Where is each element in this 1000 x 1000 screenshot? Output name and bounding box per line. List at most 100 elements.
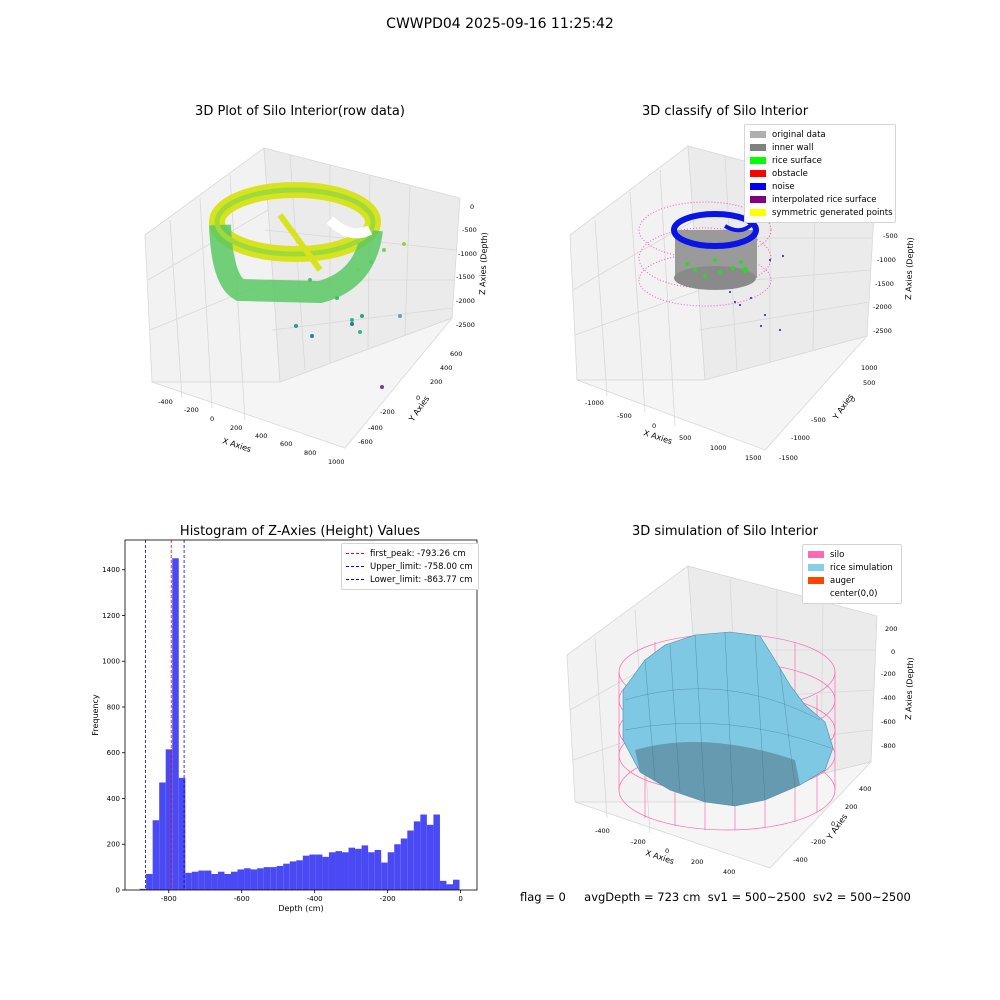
histogram-bar [165, 749, 173, 890]
tick-label: -200 [380, 408, 395, 416]
histogram-bar [407, 830, 414, 890]
tick-label: 400 [859, 785, 871, 793]
tick-label: 1000 [328, 458, 345, 466]
tick-label: -200 [811, 838, 826, 846]
legend-label: Upper_limit: -758.00 cm [370, 561, 473, 572]
tick-label: 0 [851, 396, 855, 404]
legend-label: inner wall [772, 142, 814, 153]
histogram-bar [263, 867, 271, 890]
panel1-x-ticks: -400 -200 0 200 400 600 800 1000 [158, 398, 345, 466]
tick-label: 600 [280, 440, 292, 448]
tick-label: -1500 [456, 273, 475, 281]
legend-swatch [808, 551, 824, 558]
tick-label: -500 [811, 416, 826, 424]
tick-label: 400 [255, 432, 267, 440]
panel4-x-label: X Axies [644, 848, 675, 866]
histogram-bar [296, 860, 303, 890]
tick-label: -500 [617, 412, 632, 420]
y-tick-label: 200 [107, 841, 120, 849]
tick-label: -200 [184, 406, 199, 414]
flag-value: flag = 0 [520, 890, 566, 904]
panel2-y-ticks: -1500 -1000 -500 0 500 1000 [779, 364, 878, 462]
histogram-bar [152, 820, 160, 890]
legend-label: center(0,0) [830, 588, 878, 599]
legend-swatch [750, 131, 766, 138]
tick-label: 1000 [710, 444, 727, 452]
legend-item: symmetric generated points [750, 206, 893, 219]
panel2-x-label: X Axies [642, 428, 673, 446]
histogram-bar [237, 869, 245, 890]
histogram-bar [420, 814, 427, 890]
histogram-bar [355, 848, 362, 890]
panel4-3d-plot[interactable]: -400 -200 0 200 400 X Axies -400 -200 0 … [555, 550, 925, 880]
tick-label: 600 [450, 350, 462, 358]
tick-label: -1000 [458, 250, 477, 258]
x-tick-label: 0 [458, 895, 462, 903]
legend-item: center(0,0) [808, 587, 896, 600]
panel2-z-label: Z Axies (Depth) [904, 237, 915, 300]
panel3-histogram[interactable]: -800 -600 -400 -200 0 0 200 400 600 800 1000 1200 1… [80, 538, 490, 918]
tick-label: -400 [368, 424, 383, 432]
histogram-bar [224, 873, 232, 890]
x-tick-label: -800 [161, 895, 177, 903]
x-tick-label: -200 [380, 895, 396, 903]
legend-label: rice surface [772, 155, 822, 166]
panel2-3d-plot[interactable]: -1000 -500 0 500 1000 1500 X Axies -1500… [555, 130, 920, 470]
panel4-z-ticks: 200 0 -200 -400 -600 -800 [881, 625, 897, 750]
panel3-title: Histogram of Z-Axies (Height) Values [179, 524, 421, 539]
panel1-3d-plot[interactable]: -400 -200 0 200 400 600 800 1000 X Axies… [130, 130, 490, 470]
panel3-x-ticks: -800 -600 -400 -200 0 [161, 890, 463, 903]
tick-label: -400 [881, 694, 896, 702]
tick-label: 400 [723, 868, 735, 876]
histogram-bar [315, 854, 323, 890]
histogram-bar [283, 863, 290, 890]
panel1-title: 3D Plot of Silo Interior(row data) [195, 104, 405, 119]
panel4-x-ticks: -400 -200 0 200 400 [595, 827, 735, 876]
tick-label: 500 [679, 434, 691, 442]
histogram-bar [191, 871, 199, 890]
tick-label: -1500 [779, 454, 798, 462]
histogram-bar [211, 873, 218, 890]
tick-label: -1000 [791, 434, 810, 442]
tick-label: 200 [691, 858, 703, 866]
panel4-y-ticks: -400 -200 0 200 400 [793, 785, 871, 864]
tick-label: -2500 [873, 327, 892, 335]
histogram-bar [270, 867, 277, 890]
histogram-bar [178, 777, 186, 890]
panel1-ring-points [209, 182, 383, 304]
histogram-bar [446, 884, 453, 890]
tick-label: -1500 [875, 280, 894, 288]
panel4-legend: silo rice simulation auger center(0,0) [802, 544, 902, 604]
legend-item: first_peak: -793.26 cm [346, 547, 474, 560]
legend-swatch [750, 144, 766, 151]
y-tick-label: 0 [116, 887, 120, 895]
histogram-bar [413, 821, 421, 890]
histogram-bar [439, 880, 447, 890]
panel4-rice-surface [622, 631, 834, 807]
sv1-value: sv1 = 500~2500 [707, 890, 806, 904]
histogram-bar [204, 870, 212, 890]
tick-label: 200 [430, 378, 442, 386]
histogram-bar [198, 870, 205, 890]
histogram-bar [139, 888, 147, 890]
panel4-title: 3D simulation of Silo Interior [632, 524, 818, 539]
x-tick-label: -600 [234, 895, 250, 903]
tick-label: -200 [631, 838, 646, 846]
histogram-bar [381, 862, 388, 890]
histogram-bar [231, 871, 238, 890]
panel1-y-ticks: -600 -400 -200 0 200 400 600 [358, 350, 462, 446]
panel3-legend: first_peak: -793.26 cm Upper_limit: -758… [341, 543, 479, 590]
tick-label: -2000 [873, 303, 892, 311]
legend-swatch [808, 590, 824, 597]
x-tick-label: -400 [307, 895, 323, 903]
legend-label: obstacle [772, 168, 808, 179]
y-tick-label: 1400 [102, 566, 120, 574]
panel2-points [638, 201, 784, 331]
y-tick-label: 1200 [102, 612, 120, 620]
tick-label: -600 [881, 718, 896, 726]
tick-label: 1000 [861, 364, 878, 372]
legend-item: auger [808, 574, 896, 587]
avg-depth-value: avgDepth = 723 cm [584, 890, 701, 904]
histogram-bar [400, 838, 408, 890]
histogram-bar [328, 852, 336, 890]
